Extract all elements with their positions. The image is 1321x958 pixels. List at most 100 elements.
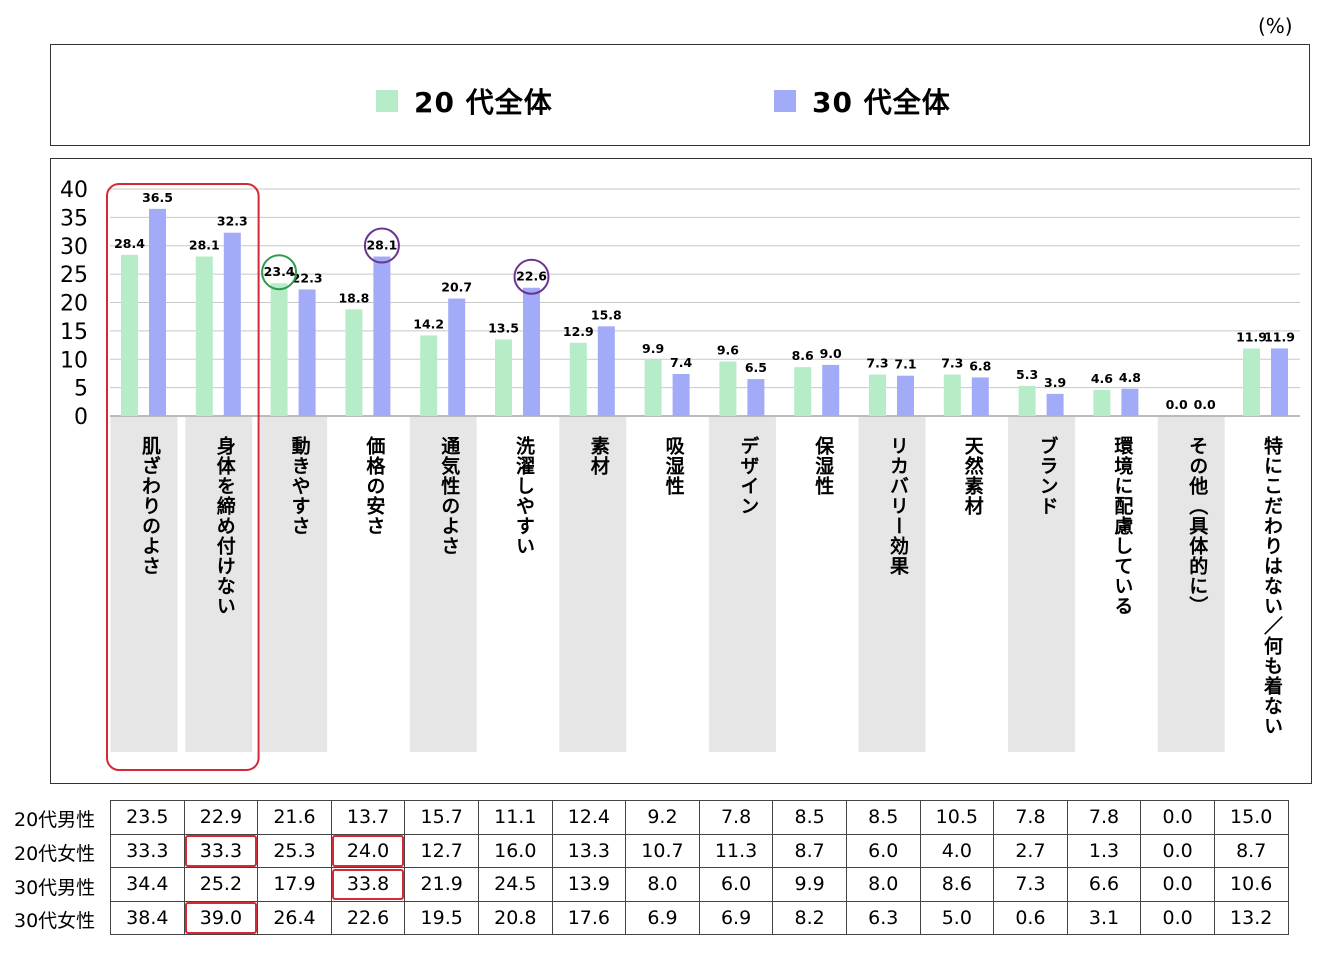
category-shade-4: [409, 417, 477, 752]
data-label-20s-12: 5.3: [1016, 367, 1038, 382]
data-label-20s-5: 13.5: [488, 320, 519, 335]
data-label-30s-4: 20.7: [441, 280, 472, 295]
legend-label-20s: 20 代全体: [414, 86, 553, 119]
table-cell: 13.2: [1213, 900, 1289, 935]
label-circle-0: [261, 254, 298, 291]
table-cell: 6.9: [625, 900, 700, 935]
category-shade-1: [185, 417, 253, 752]
bar-30s-10: [897, 375, 914, 416]
bar-20s-6: [569, 342, 587, 416]
bar-30s-5: [523, 287, 540, 416]
table-cell: 10.6: [1213, 867, 1289, 902]
table-cell: 12.7: [404, 833, 479, 868]
table-cell: 8.0: [845, 867, 921, 902]
category-label-7: 吸湿性: [662, 436, 685, 496]
table-cell: 24.0: [330, 833, 406, 868]
category-shade-10: [858, 417, 926, 752]
table-row: 38.4 39.0 26.4 22.6 19.5 20.8 17.6 6.9 6.9 8.2 6.3…: [110, 900, 1289, 935]
legend-item-30s: 30 代全体: [774, 81, 951, 121]
table-cell: 8.7: [772, 833, 847, 868]
legend-item-20s: 20 代全体: [376, 81, 553, 121]
data-label-20s-3: 18.8: [338, 290, 369, 305]
table-cell: 6.6: [1066, 867, 1142, 902]
table-cell: 11.3: [698, 833, 774, 868]
data-label-20s-11: 7.3: [941, 356, 963, 371]
data-label-30s-13: 4.8: [1119, 370, 1141, 385]
table-cell: 17.9: [257, 867, 332, 902]
breakdown-table: 23.5 22.9 21.6 13.7 15.7 11.1 12.4 9.2 7.8 8.5 8.5…: [110, 800, 1289, 935]
table-cell: 0.0: [1140, 833, 1215, 868]
bar-20s-3: [345, 309, 363, 416]
table-cell: 22.9: [183, 800, 259, 835]
table-cell: 0.0: [1140, 867, 1215, 902]
data-label-30s-8: 6.5: [745, 360, 767, 375]
category-label-0: 肌ざわりのよさ: [139, 436, 161, 576]
y-tick-label-15: 15: [60, 320, 88, 345]
bar-30s-13: [1121, 388, 1139, 416]
y-tick-label-25: 25: [60, 263, 88, 288]
data-label-30s-9: 9.0: [820, 346, 842, 361]
table-cell: 7.8: [993, 800, 1068, 835]
data-label-20s-0: 28.4: [114, 236, 145, 251]
bar-30s-11: [971, 377, 989, 416]
category-shade-12: [1008, 417, 1076, 752]
table-cell: 10.7: [625, 833, 700, 868]
category-label-15: 特にこだわりはない／何も着ない: [1261, 436, 1283, 736]
data-label-20s-9: 8.6: [792, 348, 814, 363]
table-row: 34.4 25.2 17.9 33.8 21.9 24.5 13.9 8.0 6.0 9.9 8.0…: [110, 867, 1289, 902]
bar-30s-0: [149, 208, 166, 416]
bar-20s-10: [869, 374, 886, 416]
table-cell: 13.7: [330, 800, 406, 835]
category-label-3: 価格の安さ: [363, 436, 386, 536]
data-label-30s-11: 6.8: [969, 358, 991, 373]
table-cell: 25.3: [257, 833, 332, 868]
table-cell: 8.7: [1213, 833, 1289, 868]
table-cell: 13.9: [551, 867, 627, 902]
table-cell: 17.6: [551, 900, 627, 935]
category-label-11: 天然素材: [961, 436, 984, 516]
table-cell: 33.3: [183, 833, 259, 868]
data-label-30s-6: 15.8: [591, 307, 622, 322]
label-circle-1: [363, 227, 400, 264]
table-cell: 39.0: [183, 900, 259, 935]
bar-20s-7: [644, 359, 662, 416]
table-cell: 9.2: [625, 800, 700, 835]
table-cell: 20.8: [477, 900, 553, 935]
bar-30s-6: [597, 326, 615, 416]
highlight-box: [106, 183, 260, 771]
y-tick-label-5: 5: [74, 377, 88, 402]
table-cell: 8.0: [625, 867, 700, 902]
bar-30s-9: [822, 364, 840, 416]
data-label-30s-14: 0.0: [1194, 397, 1216, 412]
table-row-label-3: 30代女性: [14, 910, 96, 932]
data-label-30s-2: 22.3: [292, 270, 323, 285]
data-label-30s-15: 11.9: [1264, 329, 1295, 344]
table-cell: 34.4: [110, 867, 185, 902]
data-label-20s-7: 9.9: [642, 341, 664, 356]
data-label-20s-15: 11.9: [1236, 329, 1267, 344]
category-label-5: 洗濯しやすい: [513, 436, 535, 556]
bar-20s-0: [121, 254, 138, 416]
data-label-20s-14: 0.0: [1166, 397, 1188, 412]
category-label-4: 通気性のよさ: [438, 436, 461, 556]
table-cell: 25.2: [183, 867, 259, 902]
table-row-label-0: 20代男性: [14, 809, 96, 831]
category-label-6: 素材: [587, 436, 610, 476]
table-cell: 8.6: [919, 867, 995, 902]
category-shade-2: [260, 417, 328, 752]
bar-20s-2: [270, 283, 288, 416]
data-label-30s-10: 7.1: [894, 357, 916, 372]
data-label-20s-8: 9.6: [717, 343, 739, 358]
table-cell: 11.1: [477, 800, 553, 835]
table-cell: 2.7: [993, 833, 1068, 868]
table-cell: 0.0: [1140, 900, 1215, 935]
legend-swatch-30s: [774, 90, 796, 112]
bar-30s-8: [747, 379, 765, 416]
category-label-2: 動きやすさ: [288, 436, 311, 536]
bar-30s-12: [1046, 393, 1064, 416]
table-cell: 3.1: [1066, 900, 1142, 935]
bar-30s-2: [298, 289, 316, 416]
bar-20s-1: [195, 256, 213, 416]
table-cell: 13.3: [551, 833, 627, 868]
